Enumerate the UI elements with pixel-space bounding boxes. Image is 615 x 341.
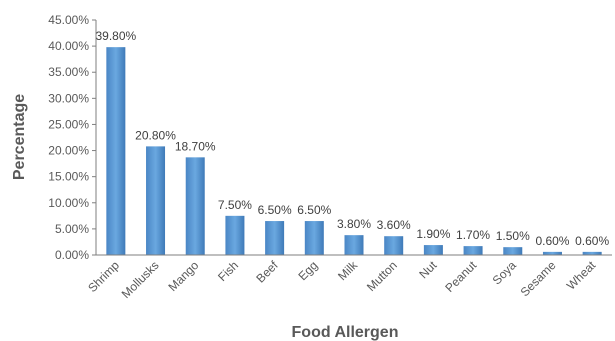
data-label-beef: 6.50% xyxy=(258,203,292,217)
bar-fish xyxy=(225,215,245,255)
y-tick-label: 30.00% xyxy=(48,91,89,105)
y-tick-label: 40.00% xyxy=(48,39,89,53)
y-axis-title: Percentage xyxy=(11,94,28,180)
x-tick-label-wheat: Wheat xyxy=(564,258,599,293)
bar-nut xyxy=(423,245,443,255)
x-tick-label-peanut: Peanut xyxy=(442,258,479,295)
y-tick-label: 15.00% xyxy=(48,170,89,184)
data-label-nut: 1.90% xyxy=(416,227,450,241)
bars xyxy=(106,47,602,256)
x-tick-label-fish: Fish xyxy=(215,258,241,284)
x-tick-label-mango: Mango xyxy=(165,258,201,294)
bar-sesame xyxy=(542,251,562,255)
data-label-mollusks: 20.80% xyxy=(135,128,176,142)
data-label-soya: 1.50% xyxy=(496,229,530,243)
bar-mango xyxy=(185,157,205,255)
x-tick-label-sesame: Sesame xyxy=(518,258,559,299)
x-tick-label-nut: Nut xyxy=(416,258,440,282)
data-labels: 39.80% 20.80%18.70% 7.50% 6.50% 6.50% 3.80% 3.… xyxy=(95,29,609,248)
data-label-peanut: 1.70% xyxy=(456,228,490,242)
bar-shrimp xyxy=(106,47,126,256)
y-tick-label: 20.00% xyxy=(48,144,89,158)
x-tick-label-milk: Milk xyxy=(335,258,361,284)
bar-wheat xyxy=(582,251,602,255)
data-label-sesame: 0.60% xyxy=(535,234,569,248)
data-label-wheat: 0.60% xyxy=(575,234,609,248)
bar-soya xyxy=(503,247,523,255)
y-axis-ticks: 0.00% 5.00% 10.00% 15.00% 20.00% 25.00% 30.00%… xyxy=(48,13,96,262)
bar-milk xyxy=(344,235,364,255)
y-tick-label: 25.00% xyxy=(48,117,89,131)
bar-mollusks xyxy=(146,146,166,255)
data-label-fish: 7.50% xyxy=(218,198,252,212)
data-label-shrimp: 39.80% xyxy=(95,29,136,43)
x-axis-title: Food Allergen xyxy=(292,324,399,341)
y-tick-label: 45.00% xyxy=(48,13,89,27)
y-tick-label: 0.00% xyxy=(55,248,89,262)
y-tick-label: 35.00% xyxy=(48,65,89,79)
bar-egg xyxy=(304,221,324,255)
bar-beef xyxy=(265,221,285,255)
bar-mutton xyxy=(384,236,404,255)
data-label-mango: 18.70% xyxy=(175,139,216,153)
bar-peanut xyxy=(463,246,483,255)
x-tick-label-mutton: Mutton xyxy=(364,258,400,294)
data-label-milk: 3.80% xyxy=(337,217,371,231)
x-tick-label-soya: Soya xyxy=(490,258,519,287)
data-label-egg: 6.50% xyxy=(297,203,331,217)
y-tick-label: 10.00% xyxy=(48,196,89,210)
x-tick-label-beef: Beef xyxy=(253,258,281,286)
x-tick-label-shrimp: Shrimp xyxy=(85,258,122,295)
y-tick-label: 5.00% xyxy=(55,222,89,236)
data-label-mutton: 3.60% xyxy=(377,218,411,232)
x-tick-label-mollusks: Mollusks xyxy=(119,258,162,301)
x-tick-label-egg: Egg xyxy=(295,258,320,283)
